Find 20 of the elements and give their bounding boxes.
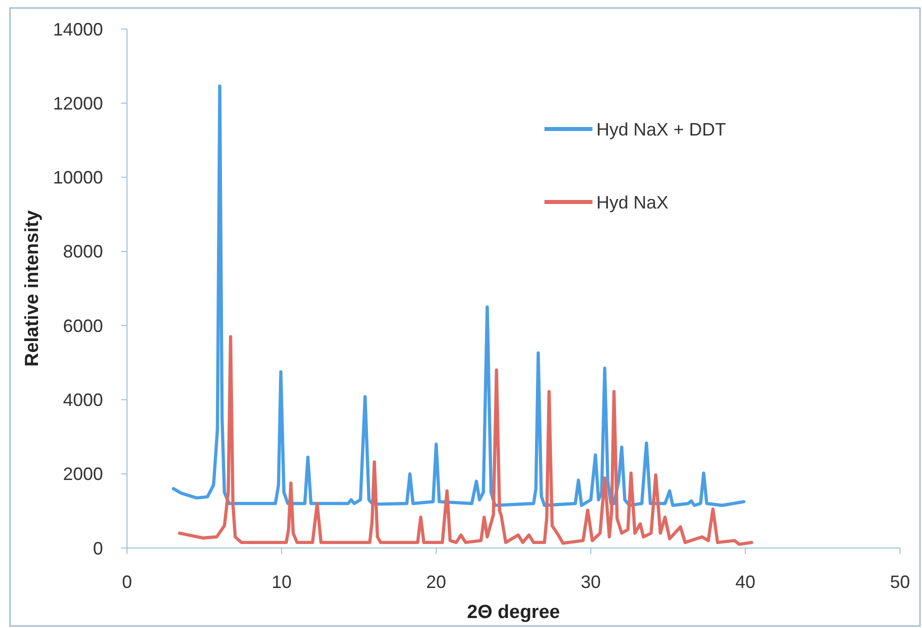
legend-label: Hyd NaX [596, 192, 668, 212]
y-axis-title: Relative intensity [22, 210, 43, 367]
x-tick-label: 20 [426, 572, 446, 592]
x-axis-title: 2Θ degree [467, 602, 560, 623]
y-tick-label: 4000 [62, 390, 103, 410]
y-tick-label: 6000 [62, 316, 103, 336]
y-tick-label: 0 [92, 538, 103, 558]
y-tick-label: 12000 [52, 93, 103, 114]
y-tick-label: 10000 [52, 168, 103, 188]
line-series [178, 335, 754, 546]
x-tick-label: 30 [580, 572, 601, 592]
line-series [172, 84, 746, 507]
x-tick-label: 40 [735, 572, 756, 592]
y-tick-label: 14000 [52, 19, 103, 40]
x-tick-label: 0 [122, 572, 132, 592]
x-tick-label: 50 [890, 572, 910, 592]
x-tick-label: 10 [272, 572, 292, 592]
y-tick-label: 2000 [62, 464, 103, 484]
y-tick-label: 8000 [62, 242, 103, 262]
legend-label: Hyd NaX + DDT [596, 119, 726, 140]
